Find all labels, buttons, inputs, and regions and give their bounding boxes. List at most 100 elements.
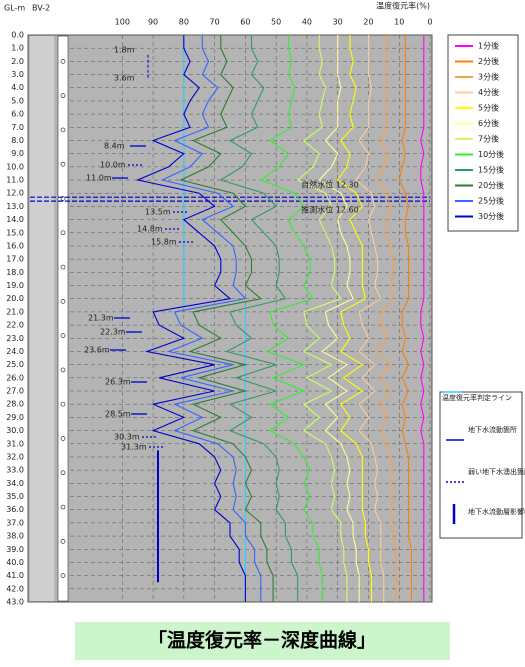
legend-label: 5分後 [478,103,499,113]
flow-point-label: 8.4m [104,142,125,151]
y-tick-label: 21.0 [6,307,24,316]
series-line [135,35,246,602]
y-tick-label: 24.0 [6,347,24,356]
y-tick-label: 8.0 [11,136,24,145]
series-line [318,35,360,602]
flow-point-label: 22.3m [100,328,126,337]
series-line [259,35,323,602]
x-tick-label: 20 [363,18,373,27]
y-tick-label: 12.0 [6,189,24,198]
legend-label: 4分後 [478,87,499,97]
casing-marker [60,230,66,236]
y-tick-label: 13.0 [6,202,24,211]
casing-marker [60,333,66,338]
x-tick-label: 90 [148,18,158,27]
casing-marker [60,127,66,133]
casing-marker [60,436,66,441]
x-tick-label: 0 [427,18,432,27]
flow-point-label: 10.0m [100,161,126,170]
x-tick-label: 30 [333,18,343,27]
y-tick-label: 20.0 [6,294,24,303]
y-tick-label: 10.0 [6,162,24,171]
flow-point-label: 23.6m [84,346,110,355]
series-line [160,35,262,602]
flow-point-label: 31.3m [121,443,147,452]
y-tick-label: 43.0 [6,598,24,607]
y-tick-label: 28.0 [6,400,24,409]
flow-point-label: 21.3m [88,314,114,323]
legend-label: 10分後 [478,149,504,159]
water-level-label: 推測水位 12.60 [301,205,358,215]
caption-box [75,622,450,660]
caption: 「温度復元率－深度曲線」 [148,629,376,652]
geology-strip [30,36,54,601]
legend-label: 25分後 [478,196,504,206]
y-tick-label: 37.0 [6,518,24,527]
legend-label: 30分後 [478,211,504,221]
y-tick-label: 1.0 [11,44,24,53]
y-tick-label: 32.0 [6,452,24,461]
x-axis-label: 温度復元率(%) [376,1,430,11]
flow-point-label: 30.3m [114,433,140,442]
flow-point-label: 28.5m [105,410,131,419]
flow-point-label: 13.5m [145,208,171,217]
y-tick-label: 16.0 [6,241,24,250]
flow-point-label: 26.3m [105,378,131,387]
legend-label: 1分後 [478,41,499,51]
series-line [376,35,397,602]
legend-label: 15分後 [478,165,504,175]
y-tick-label: 18.0 [6,268,24,277]
casing-marker [60,470,66,476]
series-line [355,35,385,602]
plot-area [27,34,433,603]
y-tick-label: 14.0 [6,215,24,224]
y-tick-label: 36.0 [6,505,24,514]
casing-marker [60,299,66,304]
casing-column [57,35,69,602]
y-tick-label: 42.0 [6,584,24,593]
y-tick-label: 9.0 [11,149,24,158]
series-line [420,35,425,602]
y-tick-label: 5.0 [11,96,24,105]
y-tick-label: 7.0 [11,123,24,132]
casing-marker [60,538,66,544]
y-tick-label: 30.0 [6,426,24,435]
y-tick-label: 39.0 [6,545,24,554]
notes-box [439,391,523,539]
flow-point-label: 1.8m [114,46,135,55]
flow-point-label: 15.8m [151,238,177,247]
y-tick-label: 0.0 [11,31,24,40]
series-line [336,35,373,602]
y-tick-label: 17.0 [6,255,24,264]
series-line [398,35,413,602]
y-tick-label: 15.0 [6,228,24,237]
x-tick-label: 40 [302,18,312,27]
x-tick-label: 10 [394,18,404,27]
series-line [179,35,274,602]
x-tick-label: 100 [115,18,130,27]
casing-marker [60,573,66,578]
note-label: 地下水流動層影響範囲 [468,507,525,516]
flow-point-label: 11.0m [86,174,112,183]
y-tick-label: 6.0 [11,110,24,119]
flow-point-label: 14.8m [137,225,163,234]
casing-marker [60,264,66,270]
note-label: 温度復元率判定ライン [442,393,512,402]
legend-label: 3分後 [478,72,499,82]
x-tick-label: 50 [271,18,281,27]
y-tick-label: 40.0 [6,558,24,567]
borehole-name: BV-2 [32,4,50,13]
x-tick-label: 80 [179,18,189,27]
legend-box [447,34,519,232]
y-tick-label: 3.0 [11,70,24,79]
y-tick-label: 33.0 [6,466,24,475]
legend-label: 20分後 [478,180,504,190]
casing-marker [60,504,66,510]
y-tick-label: 11.0 [6,176,24,185]
water-level-label: 自然水位 12.30 [301,180,358,190]
y-tick-label: 23.0 [6,334,24,343]
legend-label: 7分後 [478,134,499,144]
casing-marker [60,367,66,373]
y-tick-label: 19.0 [6,281,24,290]
